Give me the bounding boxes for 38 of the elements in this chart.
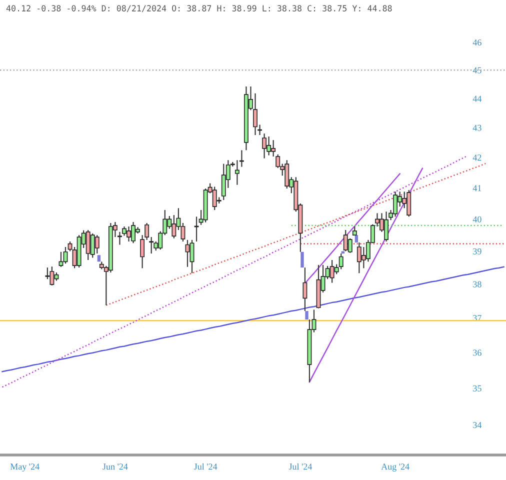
- bar: [300, 252, 304, 268]
- candlestick: [234, 160, 240, 186]
- candlestick: [194, 216, 199, 242]
- candlestick: [239, 150, 244, 168]
- candlestick: [348, 238, 352, 254]
- candlestick: [94, 234, 100, 254]
- x-tick-label: Jul '24: [194, 463, 218, 470]
- x-tick-label: Jul '24: [288, 463, 312, 470]
- bar: [305, 311, 308, 320]
- line-series: [2, 266, 504, 372]
- y-tick-label: 42: [472, 154, 482, 161]
- y-tick-label: 40: [472, 216, 482, 222]
- candlestick: [338, 252, 344, 270]
- candlestick: [149, 236, 154, 254]
- bar: [97, 255, 101, 262]
- candlestick: [302, 267, 308, 312]
- candlestick: [185, 239, 190, 268]
- line-series: [106, 162, 486, 306]
- x-tick-label: Jun '24: [102, 464, 128, 470]
- y-tick-label: 34: [473, 422, 482, 428]
- y-tick-label: 39: [473, 248, 482, 254]
- candlestick: [58, 251, 64, 268]
- line-series: [2, 155, 468, 388]
- candlestick: [190, 239, 194, 274]
- x-tick-label: May '24: [10, 464, 40, 472]
- y-tick-label: 45: [472, 67, 482, 74]
- y-tick-label: 38: [473, 281, 482, 288]
- y-tick-label: 35: [473, 385, 482, 392]
- candlestick: [262, 133, 267, 159]
- x-tick-label: Aug '24: [381, 464, 410, 472]
- y-tick-label: 44: [472, 96, 482, 102]
- y-tick-label: 46: [472, 39, 482, 46]
- y-tick-label: 36: [473, 350, 482, 356]
- y-tick-label: 43: [472, 124, 482, 131]
- y-tick-label: 41: [472, 185, 482, 192]
- line-series: [308, 168, 424, 383]
- chart-title: 40.12 -0.38 -0.94% D: 08/21/2024 O: 38.87 H: 38.99 L: 38.38 C: 38.75 Y: 44.88: [6, 5, 392, 12]
- candlestick: [63, 246, 68, 264]
